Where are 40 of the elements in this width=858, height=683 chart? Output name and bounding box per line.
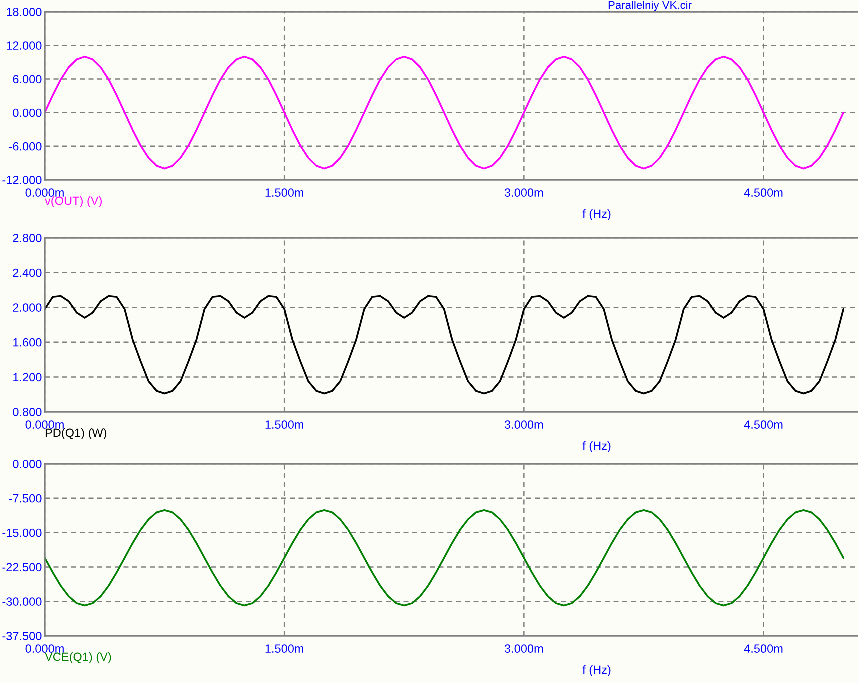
line-series [45, 295, 845, 395]
x-tick-label: 1.500m [266, 188, 304, 198]
y-tick-label: 2.000 [13, 304, 42, 312]
text: v(OUT) (V) [45, 196, 102, 208]
x-tick-label: 3.000m [504, 644, 544, 654]
y-tick-label: -30.000 [2, 598, 42, 606]
y-tick-label: 12.000 [7, 42, 42, 50]
y-tick-label: 18.000 [7, 8, 42, 16]
y-tick-label: -12.000 [2, 176, 42, 184]
x-tick-label: 4.500m [744, 420, 783, 430]
x-tick-label: 0.000m [26, 420, 64, 430]
line-series [45, 56, 845, 170]
x-axis-title: f (Hz) [582, 665, 611, 676]
y-tick-label: 0.000 [13, 460, 42, 468]
x-axis-title: f (Hz) [582, 209, 611, 220]
line-series [45, 509, 845, 607]
y-tick-label: 0.800 [13, 408, 42, 416]
y-tick-label: 0.000 [13, 108, 42, 118]
y-tick-label: 2.800 [13, 234, 42, 242]
y-tick-label: 1.200 [14, 373, 42, 382]
text: VCE(Q1) (V) [45, 652, 112, 664]
y-tick-label: -7.500 [9, 494, 42, 503]
text: PD(Q1) (W) [46, 428, 107, 440]
x-tick-label: 1.500m [266, 420, 304, 430]
y-tick-label: -6.000 [9, 142, 42, 151]
x-tick-label: 4.500m [744, 188, 783, 198]
x-tick-label: 1.500m [266, 644, 304, 654]
y-tick-label: -22.500 [2, 563, 42, 572]
x-tick-label: 4.500m [744, 644, 783, 654]
y-tick-label: 2.400 [13, 268, 42, 278]
x-tick-label: 3.000m [504, 420, 544, 430]
y-tick-label: -37.500 [2, 632, 42, 640]
y-tick-label: -15.000 [2, 528, 42, 538]
x-tick-label: 3.000m [504, 188, 544, 198]
chart-title: Parallelniy VK.cir [608, 1, 692, 12]
x-tick-label: 0.000m [26, 644, 64, 654]
x-axis-title: f (Hz) [582, 441, 611, 452]
y-tick-label: 6.000 [13, 75, 42, 84]
y-tick-label: 1.600 [14, 338, 42, 347]
x-tick-label: 0.000m [26, 188, 64, 198]
